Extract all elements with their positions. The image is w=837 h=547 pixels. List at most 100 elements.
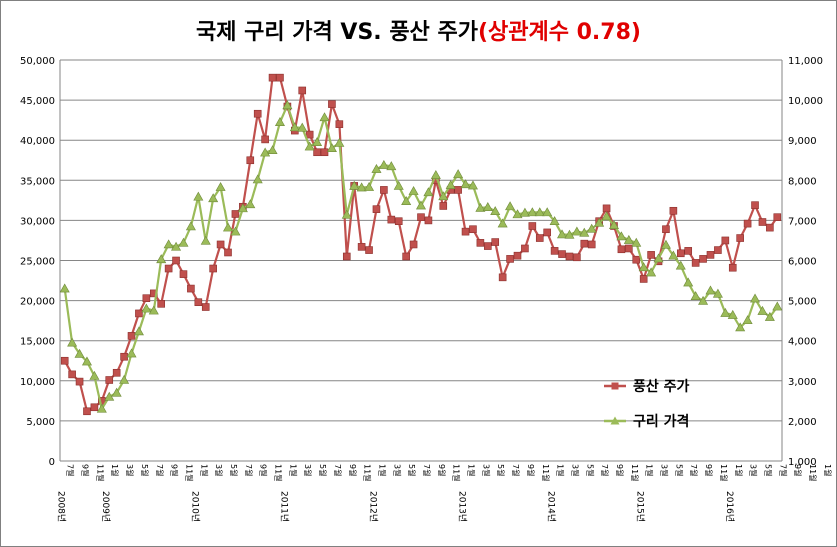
legend-marker [611, 382, 619, 390]
data-point [415, 200, 427, 210]
data-point [268, 73, 277, 82]
data-point [705, 285, 716, 295]
y-right-tick-label: 5,000 [788, 297, 817, 308]
x-tick-label: 11월 [95, 464, 105, 482]
x-tick-label: 11월 [452, 464, 462, 482]
data-point [550, 247, 559, 255]
x-tick-label: 7월 [422, 464, 432, 476]
data-point [305, 130, 314, 139]
data-point [454, 186, 462, 194]
data-point [328, 100, 336, 108]
data-point [365, 246, 373, 254]
data-point [438, 191, 449, 201]
x-tick-label: 7월 [600, 464, 610, 476]
data-point [766, 223, 774, 232]
data-point [326, 143, 337, 153]
x-tick-label: 7월 [333, 464, 343, 476]
data-point [490, 206, 501, 215]
y-left-tick-label: 35,000 [20, 176, 55, 187]
y-left-tick-label: 45,000 [20, 96, 55, 107]
data-point [112, 368, 121, 377]
y-right-tick-label: 10,000 [788, 96, 823, 107]
data-point [156, 254, 167, 264]
x-year-label: 2013년 [457, 491, 468, 522]
data-point [342, 252, 351, 261]
data-point [714, 246, 722, 254]
data-point [617, 245, 626, 254]
data-point [304, 141, 315, 151]
data-point [638, 262, 649, 272]
data-point [164, 264, 173, 273]
data-point [647, 251, 655, 259]
x-year-label: 2015년 [635, 491, 646, 522]
data-point [757, 305, 768, 315]
data-point [423, 187, 434, 197]
chart-title: 국제 구리 가격 VS. 풍산 주가(상관계수 0.78) [0, 14, 837, 46]
x-tick-label: 5월 [585, 464, 595, 476]
data-point [608, 220, 620, 230]
y-left-tick-label: 10,000 [20, 377, 55, 388]
data-point [528, 222, 537, 230]
y-left-tick-label: 5,000 [26, 417, 55, 428]
data-point [676, 249, 685, 258]
x-tick-label: 3월 [481, 464, 491, 476]
x-tick-label: 11월 [274, 464, 284, 482]
data-point [699, 255, 707, 263]
data-point [675, 260, 686, 270]
data-point [200, 235, 211, 245]
x-axis-ticks: 7월 9월 11월 1월 3월 5월 7월 9월 11월 1월 3월 5월 7월 9월 11월 1월 3월 5월 7… [56, 464, 833, 522]
legend-label: 풍산 주가 [633, 378, 690, 395]
data-point [683, 277, 694, 287]
data-point [476, 239, 485, 247]
x-tick-label: 9월 [81, 464, 91, 476]
data-point [133, 326, 144, 336]
data-point [394, 217, 403, 226]
data-point [513, 251, 522, 260]
x-year-label: 2012년 [367, 491, 378, 522]
y-right-tick-label: 11,000 [788, 56, 823, 67]
x-tick-label: 9월 [793, 464, 803, 476]
x-tick-label: 5월 [229, 464, 239, 476]
data-point [742, 315, 753, 325]
data-point [237, 203, 248, 213]
data-point [393, 180, 404, 190]
x-tick-label: 11월 [363, 464, 373, 482]
x-tick-label: 1월 [288, 464, 298, 476]
data-point [460, 179, 471, 189]
x-tick-label: 11월 [184, 464, 194, 482]
data-point [475, 202, 486, 212]
x-tick-label: 9월 [170, 464, 180, 476]
data-point [142, 294, 151, 302]
x-tick-label: 9월 [348, 464, 358, 476]
data-point [580, 239, 589, 248]
data-point [245, 199, 256, 209]
data-point [260, 147, 271, 157]
data-point [557, 229, 568, 239]
data-point [439, 202, 448, 210]
data-point [721, 236, 730, 245]
data-point [409, 240, 418, 249]
data-point [252, 174, 263, 184]
data-point [231, 210, 240, 218]
x-tick-label: 7월 [511, 464, 521, 476]
data-point [261, 135, 269, 144]
data-point [81, 356, 92, 366]
data-point [653, 253, 664, 263]
data-point [712, 288, 723, 298]
data-point [59, 283, 70, 293]
data-point [758, 218, 767, 226]
y-left-tick-label: 50,000 [20, 56, 55, 67]
data-point [453, 169, 464, 179]
data-point [512, 209, 523, 219]
axes [59, 60, 783, 462]
y-right-tick-label: 1,000 [788, 457, 817, 468]
data-point [74, 348, 85, 358]
data-point [743, 219, 752, 228]
data-point [172, 256, 180, 265]
legend-label: 구리 가격 [633, 413, 689, 430]
data-point [579, 227, 590, 237]
data-point [772, 301, 783, 311]
data-point [75, 377, 84, 386]
data-point [209, 264, 217, 273]
